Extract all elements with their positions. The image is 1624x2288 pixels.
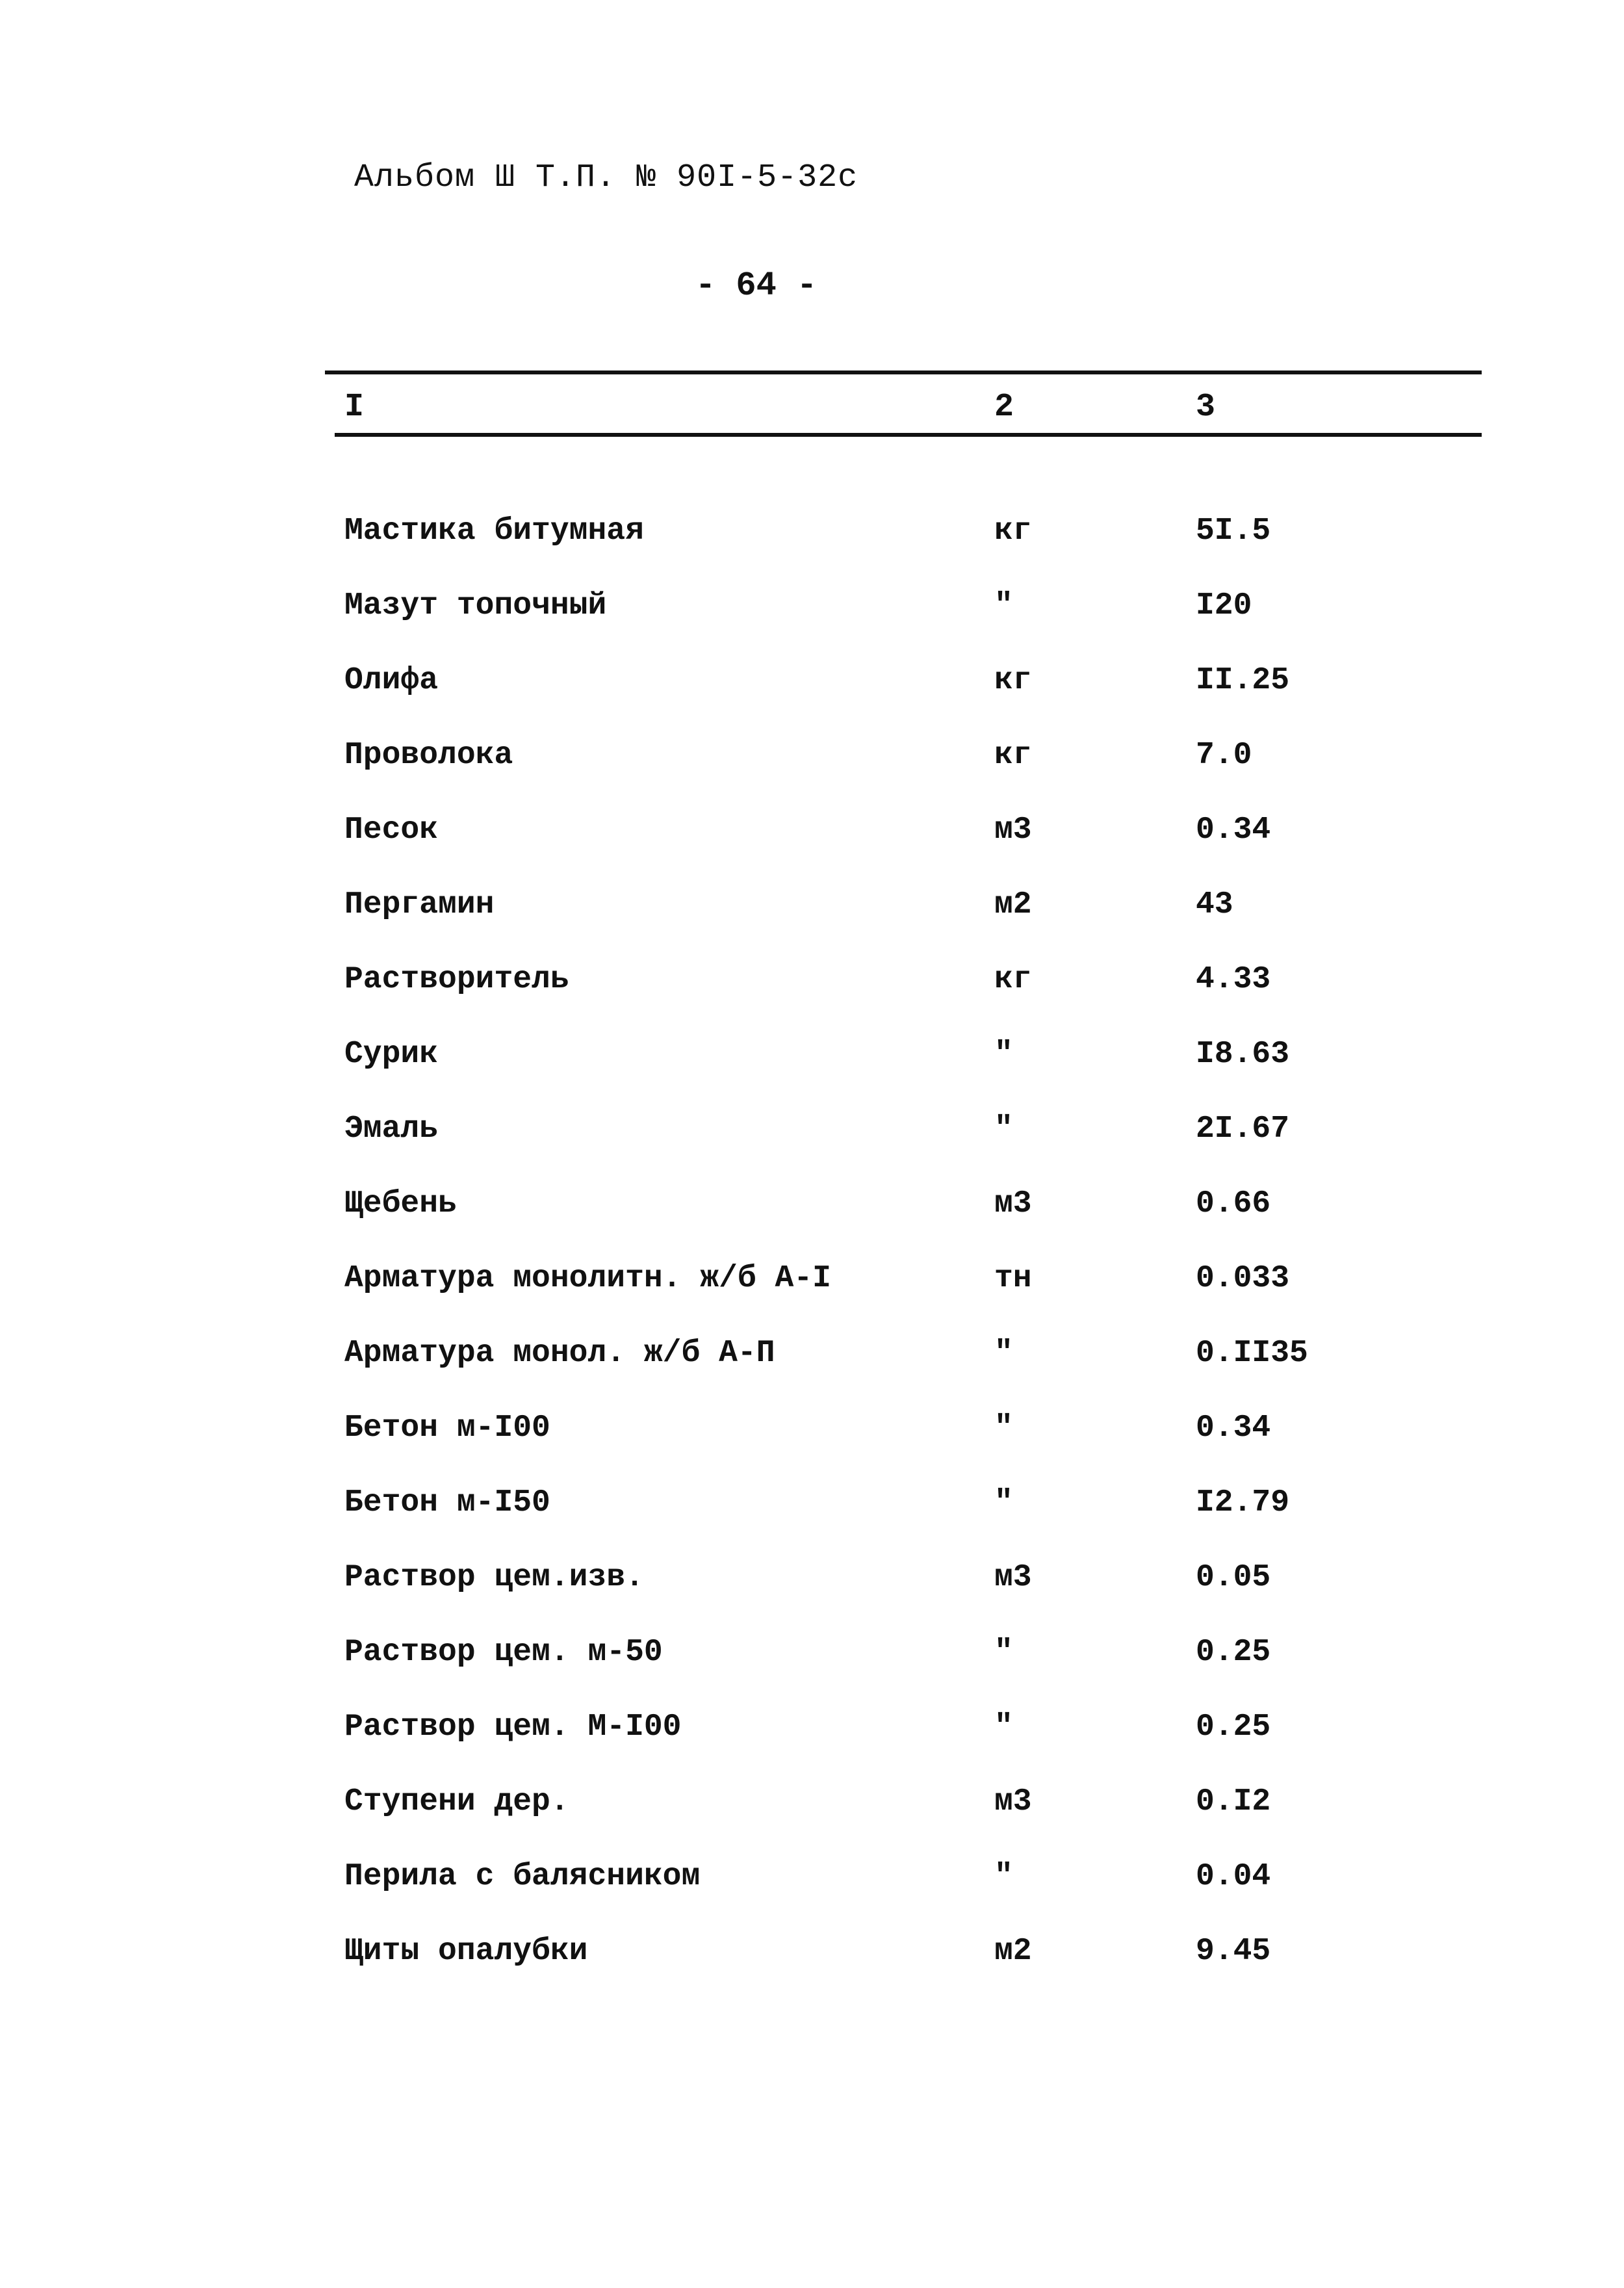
table-row: Пергамин м2 43 <box>0 887 1624 962</box>
material-name: Мастика битумная <box>344 514 644 549</box>
quantity: 4.33 <box>1196 962 1271 997</box>
material-name: Перила с балясником <box>344 1859 701 1894</box>
unit: " <box>994 588 1013 623</box>
unit: " <box>994 1859 1013 1894</box>
column-header-2: 2 <box>994 389 1014 426</box>
material-name: Раствор цем. М-I00 <box>344 1710 682 1745</box>
unit: кг <box>994 962 1032 997</box>
unit: м3 <box>994 1784 1032 1819</box>
material-name: Ступени дер. <box>344 1784 569 1819</box>
material-name: Щиты опалубки <box>344 1934 588 1969</box>
unit: " <box>994 1485 1013 1520</box>
table-row: Ступени дер. м3 0.I2 <box>0 1784 1624 1859</box>
column-header-1: I <box>344 389 365 426</box>
table-row: Раствор цем. М-I00 " 0.25 <box>0 1710 1624 1784</box>
page-number: - 64 - <box>695 266 818 305</box>
quantity: 0.033 <box>1196 1261 1290 1296</box>
table-row: Арматура монолитн. ж/б А-I тн 0.033 <box>0 1261 1624 1336</box>
quantity: I20 <box>1196 588 1252 623</box>
table-row: Проволока кг 7.0 <box>0 738 1624 812</box>
quantity: 0.05 <box>1196 1560 1271 1595</box>
quantity: 43 <box>1196 887 1233 922</box>
table-row: Щиты опалубки м2 9.45 <box>0 1934 1624 2008</box>
quantity: 0.25 <box>1196 1710 1271 1745</box>
quantity: 0.66 <box>1196 1186 1271 1221</box>
material-name: Эмаль <box>344 1112 439 1147</box>
unit: " <box>994 1710 1013 1745</box>
unit: кг <box>994 663 1032 698</box>
table-row: Песок м3 0.34 <box>0 812 1624 887</box>
table-row: Мастика битумная кг 5I.5 <box>0 514 1624 588</box>
table-row: Сурик " I8.63 <box>0 1037 1624 1112</box>
material-name: Арматура монолитн. ж/б А-I <box>344 1261 831 1296</box>
material-name: Мазут топочный <box>344 588 607 623</box>
quantity: 5I.5 <box>1196 514 1271 549</box>
material-name: Олифа <box>344 663 439 698</box>
unit: " <box>994 1635 1013 1670</box>
unit: м2 <box>994 887 1032 922</box>
quantity: 9.45 <box>1196 1934 1271 1969</box>
unit: м3 <box>994 1560 1032 1595</box>
unit: " <box>994 1037 1013 1072</box>
unit: " <box>994 1112 1013 1147</box>
material-name: Растворитель <box>344 962 569 997</box>
unit: тн <box>994 1261 1032 1296</box>
table-row: Бетон м-I00 " 0.34 <box>0 1410 1624 1485</box>
table-row: Бетон м-I50 " I2.79 <box>0 1485 1624 1560</box>
material-name: Песок <box>344 812 439 848</box>
column-header-3: 3 <box>1196 389 1216 426</box>
material-name: Бетон м-I50 <box>344 1485 550 1520</box>
material-name: Сурик <box>344 1037 439 1072</box>
material-name: Раствор цем.изв. <box>344 1560 644 1595</box>
unit: м3 <box>994 1186 1032 1221</box>
material-name: Арматура монол. ж/б А-П <box>344 1336 775 1371</box>
table-row: Раствор цем.изв. м3 0.05 <box>0 1560 1624 1635</box>
material-name: Щебень <box>344 1186 457 1221</box>
quantity: I8.63 <box>1196 1037 1290 1072</box>
quantity: 7.0 <box>1196 738 1252 773</box>
quantity: 0.04 <box>1196 1859 1271 1894</box>
material-name: Бетон м-I00 <box>344 1410 550 1446</box>
material-name: Пергамин <box>344 887 495 922</box>
table-row: Раствор цем. м-50 " 0.25 <box>0 1635 1624 1710</box>
table-row: Щебень м3 0.66 <box>0 1186 1624 1261</box>
unit: " <box>994 1336 1013 1371</box>
table-top-rule <box>325 370 1482 374</box>
table-row: Арматура монол. ж/б А-П " 0.II35 <box>0 1336 1624 1410</box>
quantity: 0.34 <box>1196 1410 1271 1446</box>
table-row: Растворитель кг 4.33 <box>0 962 1624 1037</box>
material-name: Проволока <box>344 738 513 773</box>
quantity: 0.II35 <box>1196 1336 1308 1371</box>
unit: м2 <box>994 1934 1032 1969</box>
table-row: Эмаль " 2I.67 <box>0 1112 1624 1186</box>
unit: м3 <box>994 812 1032 848</box>
quantity: II.25 <box>1196 663 1290 698</box>
table-row: Перила с балясником " 0.04 <box>0 1859 1624 1934</box>
unit: кг <box>994 514 1032 549</box>
quantity: 0.25 <box>1196 1635 1271 1670</box>
table-header-rule <box>335 433 1482 437</box>
unit: кг <box>994 738 1032 773</box>
unit: " <box>994 1410 1013 1446</box>
quantity: 2I.67 <box>1196 1112 1290 1147</box>
quantity: 0.34 <box>1196 812 1271 848</box>
document-title: Альбом Ш Т.П. № 90I-5-32с <box>354 159 858 196</box>
material-name: Раствор цем. м-50 <box>344 1635 663 1670</box>
table-row: Мазут топочный " I20 <box>0 588 1624 663</box>
quantity: 0.I2 <box>1196 1784 1271 1819</box>
quantity: I2.79 <box>1196 1485 1290 1520</box>
table-row: Олифа кг II.25 <box>0 663 1624 738</box>
